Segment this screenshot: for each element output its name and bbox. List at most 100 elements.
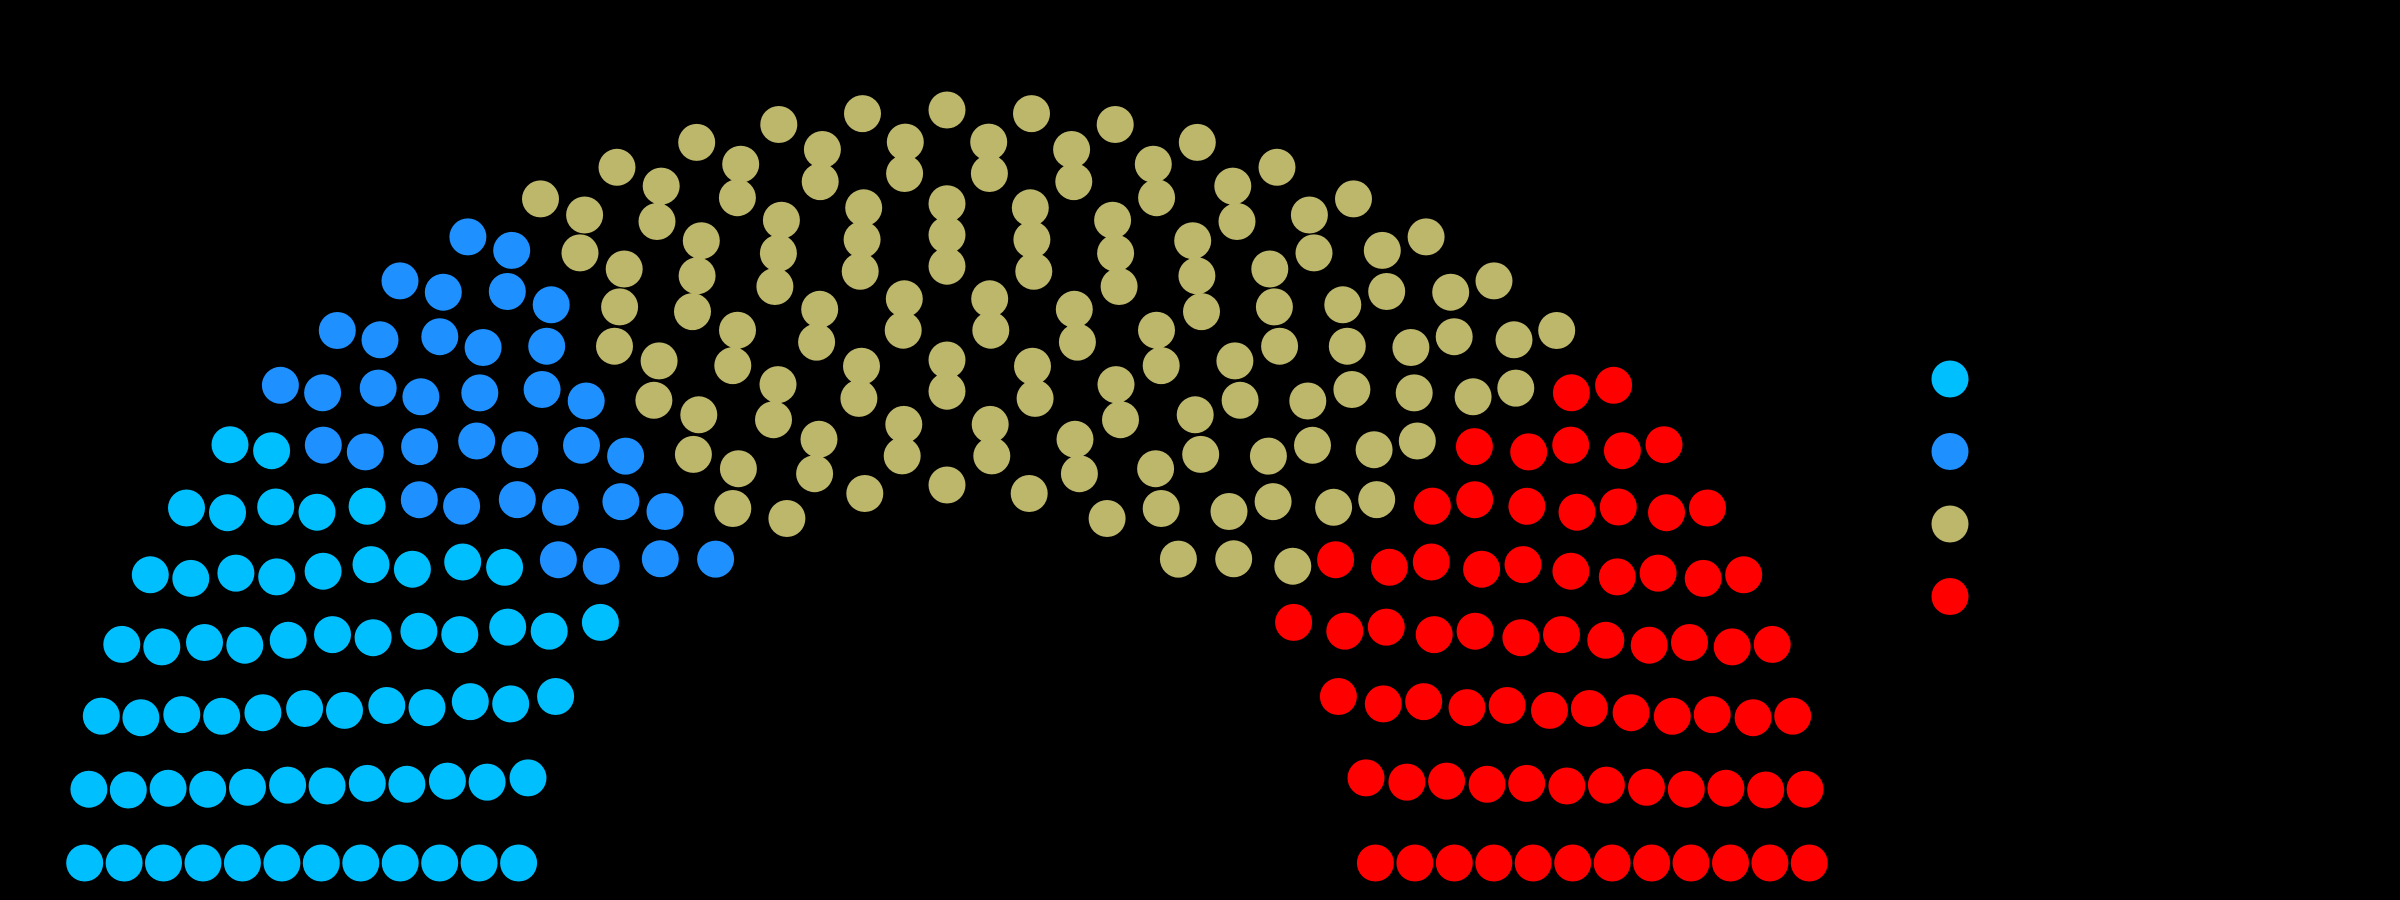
seat-dot-party-red xyxy=(1428,762,1466,800)
seat-dot-party-cyan xyxy=(352,546,390,584)
seat-dot-party-cyan xyxy=(184,844,222,882)
seat-dot-party-khaki xyxy=(1011,189,1049,227)
seat-dot-party-blue xyxy=(582,547,620,585)
seat-dot-party-khaki xyxy=(680,396,718,434)
seat-dot-party-khaki xyxy=(1333,371,1371,408)
seat-dot-party-khaki xyxy=(803,131,841,168)
seat-dot-party-cyan xyxy=(258,558,296,596)
seat-dot-party-red xyxy=(1747,771,1785,809)
seat-dot-party-blue xyxy=(381,262,419,300)
seat-dot-party-khaki xyxy=(1363,231,1401,269)
seat-dot-party-khaki xyxy=(759,366,797,404)
seat-dot-party-red xyxy=(1645,426,1683,464)
seat-dot-party-cyan xyxy=(253,432,291,470)
seat-dot-party-khaki xyxy=(1010,475,1048,512)
seat-dot-party-cyan xyxy=(368,687,406,724)
seat-dot-party-khaki xyxy=(1432,273,1470,311)
seat-dot-party-khaki xyxy=(719,450,757,488)
seat-dot-party-cyan xyxy=(348,487,386,525)
seat-dot-party-red xyxy=(1508,764,1546,802)
seat-dot-party-cyan xyxy=(492,685,530,723)
seat-dot-party-blue xyxy=(261,366,299,404)
seat-dot-party-khaki xyxy=(798,323,836,361)
seat-dot-party-khaki xyxy=(971,280,1009,318)
seat-dot-party-cyan xyxy=(263,844,301,882)
seat-dot-party-khaki xyxy=(674,293,711,331)
seat-dot-party-khaki xyxy=(845,189,883,227)
seat-dot-party-khaki xyxy=(759,234,797,272)
seat-dot-party-khaki xyxy=(1094,201,1132,239)
seat-dot-party-blue xyxy=(488,273,526,310)
seat-dot-party-blue xyxy=(641,540,679,578)
seat-dot-party-blue xyxy=(602,483,640,521)
seat-dot-party-khaki xyxy=(928,91,966,129)
seat-dot-party-red xyxy=(1356,844,1394,882)
seat-dot-party-red xyxy=(1510,433,1548,471)
seat-dot-party-blue xyxy=(697,540,735,578)
seat-dot-party-khaki xyxy=(1055,163,1093,201)
seat-dot-party-blue xyxy=(567,382,605,420)
seat-dot-party-khaki xyxy=(1214,167,1252,205)
seat-dot-party-red xyxy=(1413,487,1451,525)
seat-dot-party-blue xyxy=(402,378,440,416)
seat-dot-party-khaki xyxy=(714,490,752,527)
seat-dot-party-red xyxy=(1653,697,1691,735)
seat-dot-party-khaki xyxy=(714,347,752,385)
seat-dot-party-khaki xyxy=(762,201,800,239)
legend-swatch-party-blue xyxy=(1931,433,1969,470)
seat-dot-party-cyan xyxy=(348,764,386,802)
seat-dot-party-khaki xyxy=(884,311,922,349)
seat-dot-party-khaki xyxy=(928,185,966,223)
seat-dot-party-cyan xyxy=(308,767,346,805)
seat-dot-party-red xyxy=(1317,541,1355,579)
seat-dot-party-khaki xyxy=(1216,342,1254,380)
seat-dot-party-khaki xyxy=(1538,312,1576,349)
seat-dot-party-khaki xyxy=(928,216,966,254)
seat-dot-party-khaki xyxy=(971,405,1009,443)
seat-dot-party-red xyxy=(1587,766,1625,804)
seat-dot-party-red xyxy=(1753,625,1791,663)
seat-dot-party-khaki xyxy=(674,435,712,473)
seat-dot-party-khaki xyxy=(1182,435,1220,473)
seat-dot-party-khaki xyxy=(1055,290,1093,328)
seat-dot-party-red xyxy=(1552,374,1590,412)
seat-dot-party-khaki xyxy=(1495,321,1533,359)
seat-dot-party-khaki xyxy=(1258,148,1296,186)
seat-dot-party-red xyxy=(1554,844,1592,882)
seat-dot-party-cyan xyxy=(172,559,210,597)
seat-dot-party-khaki xyxy=(1183,293,1220,331)
seat-dot-party-khaki xyxy=(1355,431,1393,469)
seat-dot-party-cyan xyxy=(217,554,255,592)
seat-dot-party-blue xyxy=(359,369,397,407)
seat-dot-party-cyan xyxy=(537,678,575,715)
seat-dot-party-khaki xyxy=(972,311,1010,349)
seat-dot-party-khaki xyxy=(1274,547,1312,585)
seat-dot-party-khaki xyxy=(1254,483,1292,521)
seat-dot-party-cyan xyxy=(244,694,282,732)
seat-dot-party-khaki xyxy=(1398,422,1436,460)
seat-dot-party-red xyxy=(1455,428,1493,466)
seat-dot-party-cyan xyxy=(186,624,223,661)
seat-dot-party-blue xyxy=(421,318,459,356)
seat-dot-party-blue xyxy=(539,541,577,579)
seat-dot-party-khaki xyxy=(885,405,923,443)
seat-dot-party-khaki xyxy=(1137,450,1175,488)
seat-dot-party-khaki xyxy=(1097,366,1135,404)
seat-dot-party-khaki xyxy=(1497,369,1535,407)
seat-dot-party-khaki xyxy=(1368,273,1406,310)
seat-dot-party-khaki xyxy=(841,252,879,290)
seat-dot-party-red xyxy=(1667,770,1705,808)
seat-dot-party-cyan xyxy=(468,763,506,801)
seat-dot-party-cyan xyxy=(223,844,261,882)
seat-dot-party-khaki xyxy=(596,327,633,365)
seat-dot-party-red xyxy=(1595,366,1633,404)
seat-dot-party-red xyxy=(1456,612,1494,650)
seat-dot-party-cyan xyxy=(143,628,181,666)
seat-dot-party-khaki xyxy=(678,123,716,161)
seat-dot-party-red xyxy=(1475,844,1513,882)
legend-swatch-party-red xyxy=(1931,578,1969,615)
seat-dot-party-cyan xyxy=(209,494,246,532)
seat-dot-party-cyan xyxy=(269,621,307,659)
seat-dot-party-khaki xyxy=(1138,179,1176,217)
